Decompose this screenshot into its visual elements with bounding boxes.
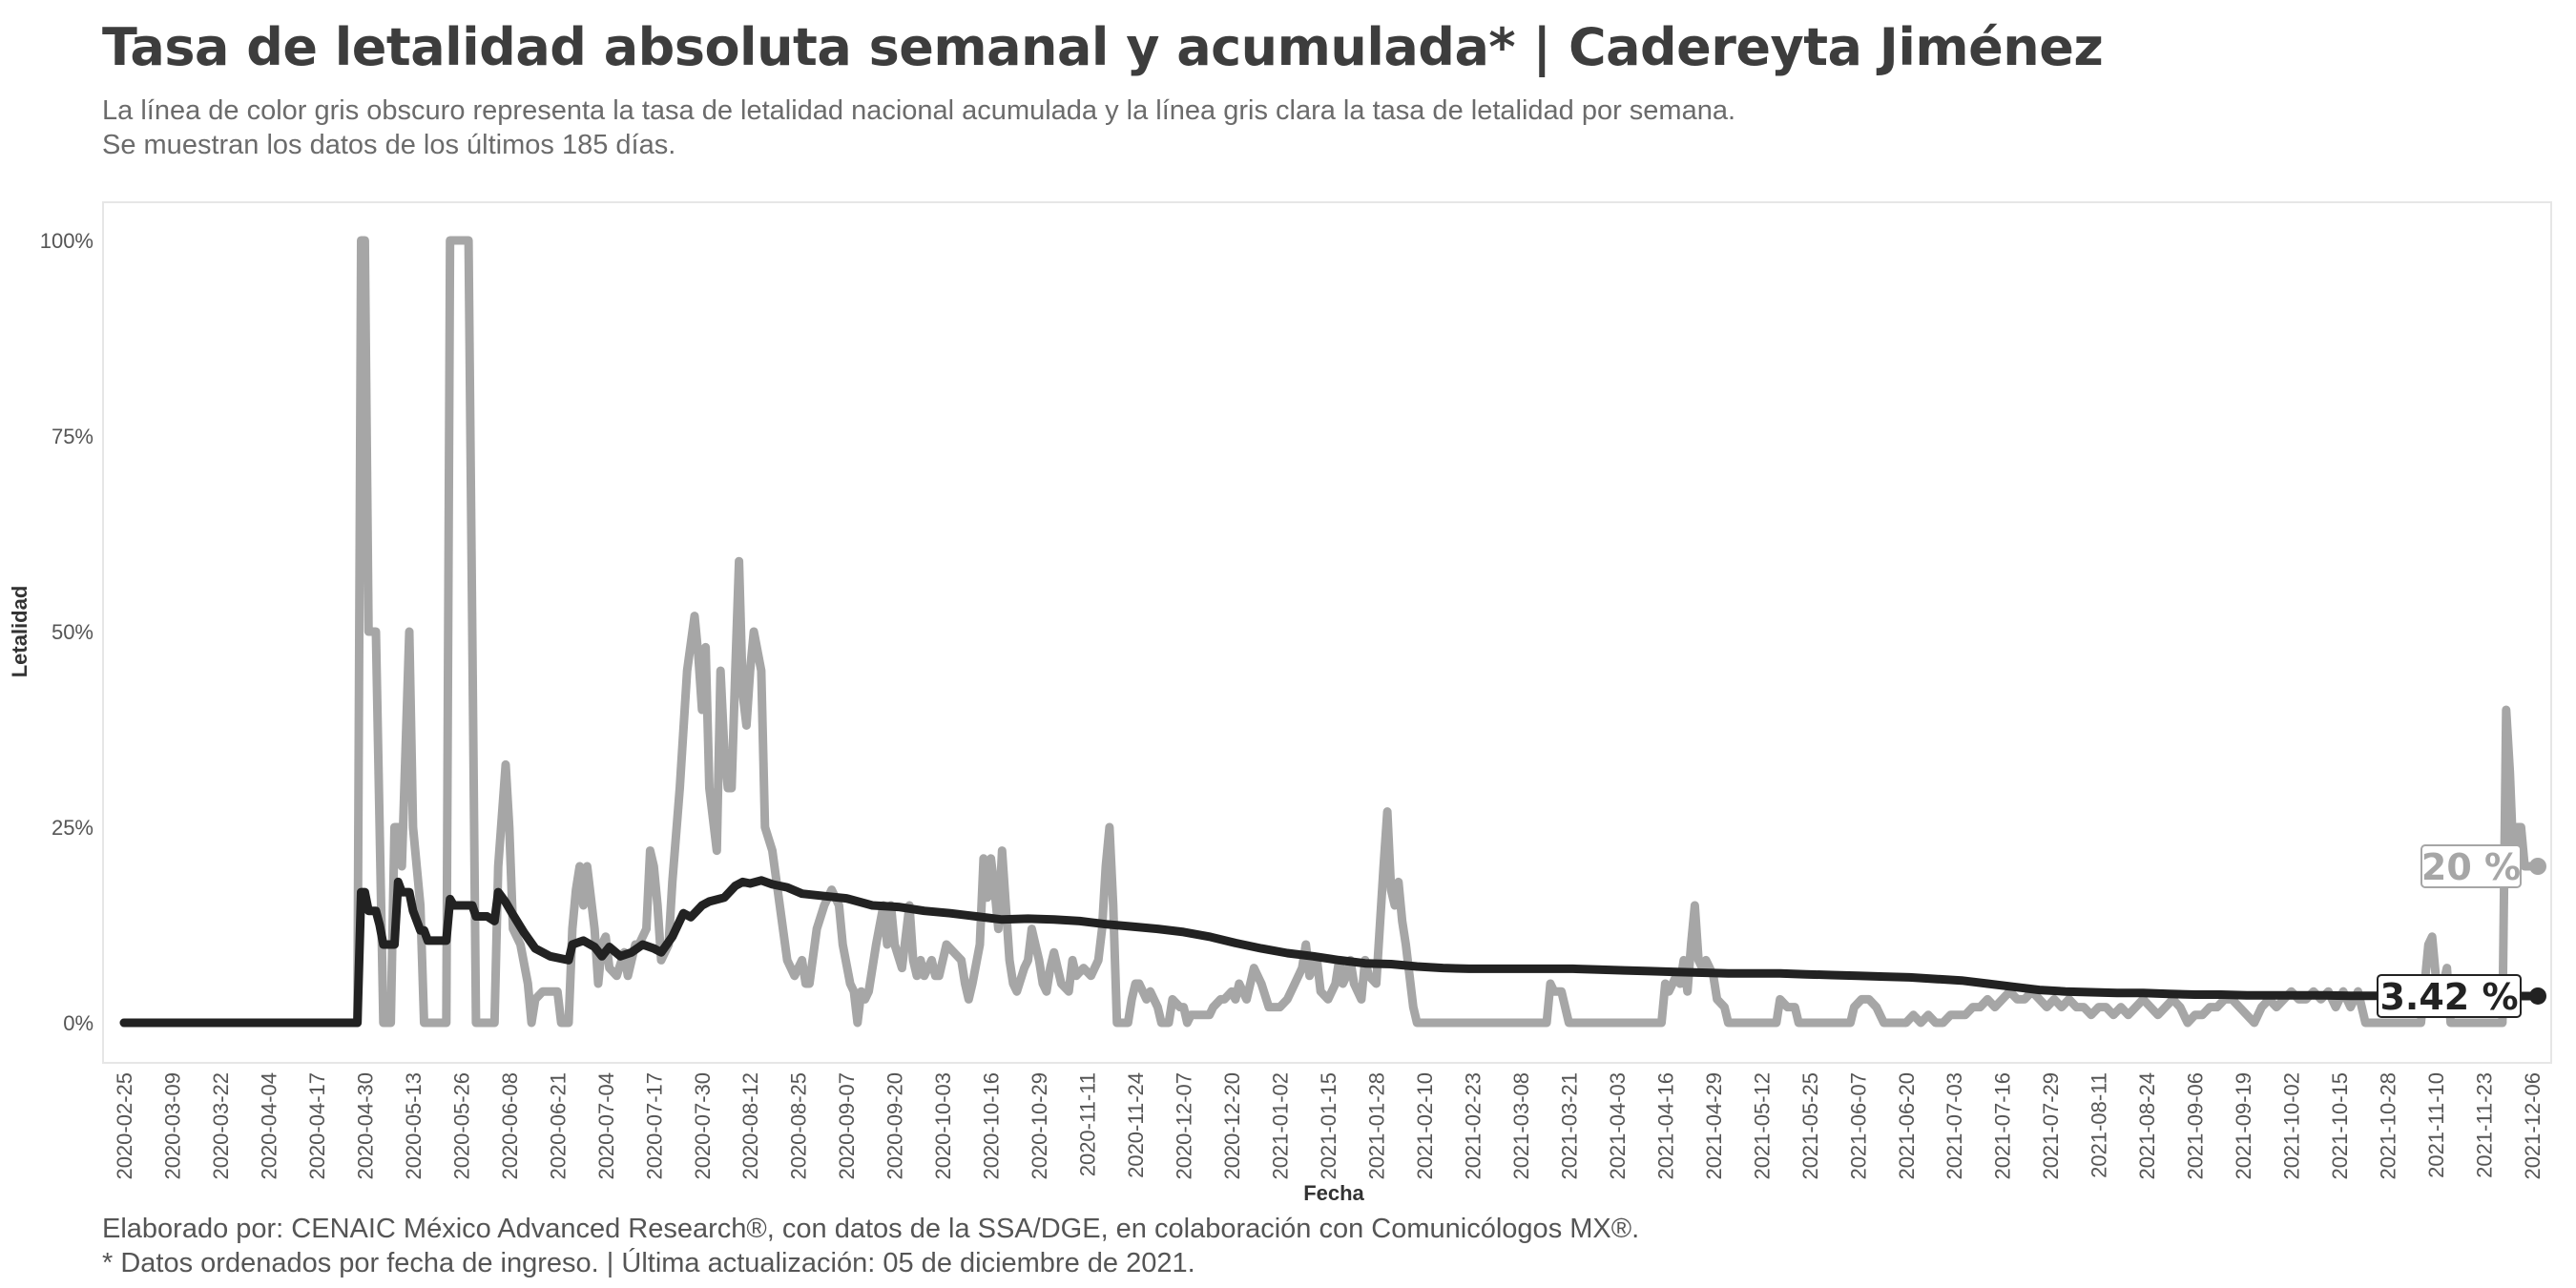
- cumulative-end-label-text: 3.42 %: [2379, 976, 2518, 1018]
- x-tick-label: 2021-03-08: [1509, 1072, 1533, 1180]
- y-tick-label: 50%: [52, 620, 93, 644]
- x-tick-label: 2020-06-08: [498, 1072, 522, 1180]
- x-tick-label: 2020-12-20: [1220, 1072, 1244, 1180]
- chart-caption: Elaborado por: CENAIC México Advanced Re…: [102, 1212, 1639, 1280]
- cumulative-end-label: 3.42 %: [2377, 973, 2522, 1018]
- x-tick-label: 2021-01-15: [1317, 1072, 1340, 1180]
- y-axis-title: Letalidad: [8, 586, 31, 678]
- x-tick-label: 2020-09-20: [883, 1072, 907, 1180]
- x-tick-label: 2021-07-29: [2039, 1072, 2063, 1180]
- weekly-end-point: [2529, 858, 2546, 875]
- x-axis-title: Fecha: [1303, 1181, 1364, 1205]
- x-tick-label: 2021-06-20: [1895, 1072, 1919, 1180]
- x-tick-label: 2021-12-06: [2521, 1072, 2545, 1180]
- x-tick-label: 2020-10-29: [1028, 1072, 1051, 1180]
- x-tick-label: 2020-03-09: [160, 1072, 184, 1180]
- x-tick-label: 2021-11-23: [2473, 1072, 2497, 1178]
- weekly-lethality-line: [119, 236, 2537, 1028]
- x-tick-label: 2020-10-16: [980, 1072, 1004, 1180]
- x-tick-label: 2020-12-07: [1173, 1072, 1196, 1180]
- cumulative-end-point: [2529, 987, 2546, 1005]
- x-tick-label: 2021-07-16: [1991, 1072, 2015, 1180]
- x-tick-label: 2021-01-28: [1364, 1072, 1388, 1180]
- x-tick-label: 2021-09-06: [2184, 1072, 2208, 1180]
- weekly-end-label-text: 20 %: [2421, 846, 2521, 888]
- x-tick-label: 2020-10-03: [931, 1072, 955, 1180]
- y-tick-label: 0%: [63, 1011, 93, 1035]
- x-tick-label: 2021-03-21: [1557, 1072, 1581, 1180]
- y-tick-label: 75%: [52, 425, 93, 448]
- caption-line-1: Elaborado por: CENAIC México Advanced Re…: [102, 1214, 1640, 1244]
- x-tick-label: 2020-07-17: [642, 1072, 666, 1180]
- x-tick-label: 2020-02-25: [113, 1072, 136, 1180]
- x-tick-label: 2020-05-13: [402, 1072, 426, 1180]
- x-tick-label: 2021-05-12: [1750, 1072, 1774, 1180]
- x-tick-label: 2021-02-23: [1461, 1072, 1485, 1180]
- weekly-end-label: 20 %: [2420, 844, 2522, 888]
- x-tick-label: 2021-10-02: [2280, 1072, 2304, 1180]
- x-tick-label: 2020-11-11: [1076, 1072, 1100, 1176]
- chart-subtitle: La línea de color gris obscuro represent…: [102, 93, 1735, 162]
- x-tick-label: 2021-04-29: [1702, 1072, 1726, 1180]
- x-tick-label: 2020-11-24: [1124, 1072, 1148, 1178]
- y-tick-label: 100%: [40, 229, 93, 253]
- x-tick-label: 2021-10-15: [2328, 1072, 2352, 1180]
- x-tick-label: 2021-10-28: [2377, 1072, 2400, 1180]
- x-tick-label: 2020-08-12: [738, 1072, 762, 1180]
- subtitle-line-2: Se muestran los datos de los últimos 185…: [102, 130, 676, 160]
- x-tick-label: 2021-11-10: [2424, 1072, 2448, 1178]
- x-tick-label: 2020-04-30: [353, 1072, 377, 1180]
- chart-title: Tasa de letalidad absoluta semanal y acu…: [102, 17, 2104, 77]
- x-tick-label: 2020-09-07: [835, 1072, 859, 1180]
- x-tick-label: 2021-04-16: [1653, 1072, 1677, 1180]
- x-tick-label: 2021-08-24: [2135, 1072, 2159, 1180]
- x-tick-label: 2021-04-03: [1606, 1072, 1630, 1180]
- x-tick-label: 2020-04-17: [305, 1072, 329, 1180]
- x-tick-label: 2021-01-02: [1269, 1072, 1293, 1180]
- y-axis-ticks: 0% 25% 50% 75% 100%: [40, 229, 93, 1035]
- weekly-end-label-box: [2420, 844, 2522, 888]
- x-axis-ticks: 2020-02-25 2020-03-09 2020-03-22 2020-04-04…: [113, 1072, 2545, 1180]
- caption-line-2: * Datos ordenados por fecha de ingreso. …: [102, 1248, 1195, 1278]
- cumulative-end-label-box: [2377, 973, 2522, 1018]
- x-tick-label: 2021-09-19: [2232, 1072, 2255, 1180]
- x-tick-label: 2021-07-03: [1942, 1072, 1966, 1180]
- x-tick-label: 2021-06-07: [1846, 1072, 1870, 1180]
- x-tick-label: 2020-07-30: [691, 1072, 715, 1180]
- subtitle-line-1: La línea de color gris obscuro represent…: [102, 95, 1736, 126]
- x-tick-label: 2020-03-22: [209, 1072, 233, 1180]
- x-tick-label: 2021-08-11: [2088, 1072, 2111, 1178]
- y-tick-label: 25%: [52, 816, 93, 840]
- x-tick-label: 2020-04-04: [257, 1072, 280, 1180]
- x-tick-label: 2020-05-26: [449, 1072, 473, 1180]
- cumulative-lethality-line: [119, 876, 2537, 1028]
- x-tick-label: 2021-05-25: [1798, 1072, 1822, 1180]
- x-tick-label: 2020-08-25: [787, 1072, 811, 1180]
- x-tick-label: 2020-07-04: [594, 1072, 618, 1180]
- x-tick-label: 2021-02-10: [1413, 1072, 1437, 1180]
- x-tick-label: 2020-06-21: [546, 1072, 570, 1180]
